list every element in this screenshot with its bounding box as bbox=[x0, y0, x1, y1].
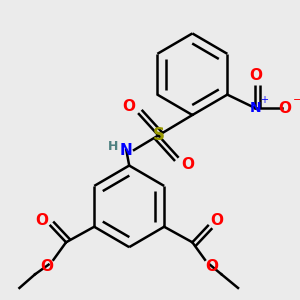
Text: O: O bbox=[123, 99, 136, 114]
Text: O: O bbox=[278, 101, 291, 116]
Text: O: O bbox=[205, 259, 218, 274]
Text: +: + bbox=[260, 95, 268, 106]
Text: H: H bbox=[107, 140, 118, 153]
Text: O: O bbox=[40, 259, 53, 274]
Text: S: S bbox=[152, 126, 164, 144]
Text: N: N bbox=[250, 101, 261, 115]
Text: −: − bbox=[292, 95, 300, 106]
Text: O: O bbox=[181, 157, 194, 172]
Text: O: O bbox=[35, 213, 48, 228]
Text: N: N bbox=[120, 142, 133, 158]
Text: O: O bbox=[249, 68, 262, 83]
Text: O: O bbox=[210, 213, 223, 228]
